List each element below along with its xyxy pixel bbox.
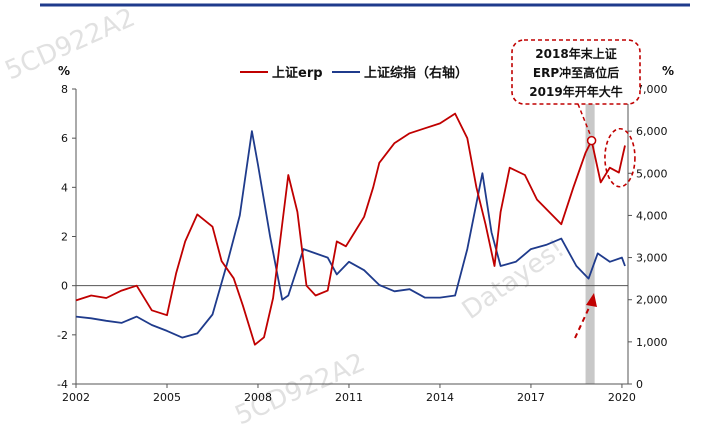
y2-tick-label: 7,000 <box>636 83 668 96</box>
right-axis-unit: % <box>662 64 674 78</box>
x-tick-label: 2014 <box>426 391 454 404</box>
watermark-top-left: 5CD922A2 <box>1 3 140 87</box>
x-tick-label: 2005 <box>153 391 181 404</box>
y2-tick-label: 5,000 <box>636 167 668 180</box>
y-tick-label: 4 <box>61 181 68 194</box>
annotation-layer: 2018年末上证 ERP冲至高位后 2019年开年大牛 <box>511 39 641 339</box>
y2-tick-label: 1,000 <box>636 336 668 349</box>
y2-tick-label: 3,000 <box>636 252 668 265</box>
y-tick-label: 8 <box>61 83 68 96</box>
y-tick-label: 0 <box>61 280 68 293</box>
y2-tick-label: 6,000 <box>636 125 668 138</box>
annotation-line: 2018年末上证 <box>535 46 616 61</box>
legend: 上证erp 上证综指（右轴） <box>240 65 468 81</box>
highlight-band <box>585 89 595 384</box>
legend-label-index: 上证综指（右轴） <box>364 65 468 81</box>
y-tick-label: -2 <box>57 329 68 342</box>
y-tick-label: 2 <box>61 231 68 244</box>
left-axis-unit: % <box>58 64 70 78</box>
x-tick-label: 2002 <box>62 391 90 404</box>
annotation-point-marker <box>586 135 597 146</box>
x-tick-label: 2011 <box>335 391 363 404</box>
circled-region <box>604 127 636 188</box>
x-tick-label: 2020 <box>608 391 636 404</box>
y-tick-label: -4 <box>57 378 68 391</box>
series-line-index <box>75 130 626 339</box>
y2-tick-label: 2,000 <box>636 294 668 307</box>
watermark-datayes: Datayes! <box>457 234 570 326</box>
axes-layer: -4 -2 0 2 4 6 8 0 1,000 2,000 3,000 4,000 5,000 6,000… <box>57 83 667 404</box>
annotation-box <box>511 39 641 105</box>
x-tick-label: 2017 <box>517 391 545 404</box>
y2-tick-label: 4,000 <box>636 209 668 222</box>
annotation-connector <box>577 103 592 136</box>
y2-tick-label: 0 <box>636 378 643 391</box>
annotation-line: ERP冲至高位后 <box>533 65 619 80</box>
dashed-arrow-head <box>586 293 597 307</box>
highlight-band-layer <box>585 89 595 384</box>
annotation-line: 2019年开年大牛 <box>529 84 622 99</box>
series-layer <box>75 112 626 346</box>
y-tick-label: 6 <box>61 132 68 145</box>
x-tick-label: 2008 <box>244 391 272 404</box>
legend-label-erp: 上证erp <box>272 66 323 81</box>
series-line-erp <box>75 112 626 346</box>
